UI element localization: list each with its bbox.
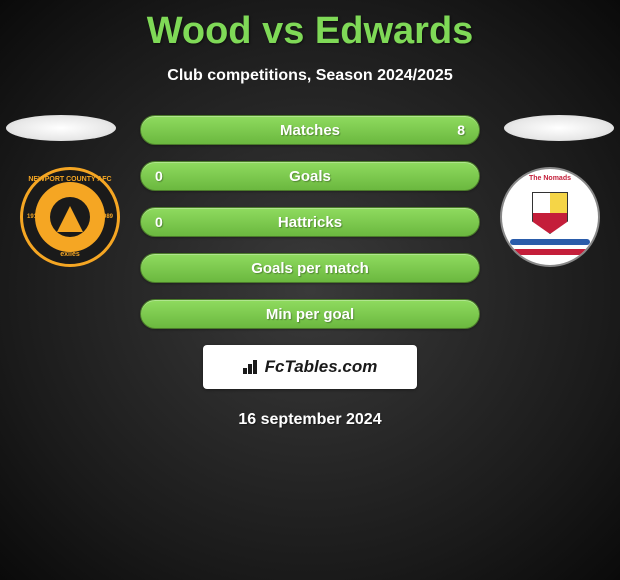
stat-rows: Matches 8 0 Goals 0 Hattricks Goals per … [140, 115, 480, 329]
bar-chart-icon [243, 360, 261, 374]
badge-left-inner-icon [35, 182, 105, 252]
player-left-ellipse [6, 115, 116, 141]
club-badge-left: NEWPORT COUNTY AFC exiles 1912 1989 [20, 167, 120, 267]
comparison-area: NEWPORT COUNTY AFC exiles 1912 1989 The … [0, 115, 620, 429]
stat-label: Goals [289, 168, 331, 185]
date-label: 16 september 2024 [0, 411, 620, 429]
stat-row-min-per-goal: Min per goal [140, 299, 480, 329]
badge-left-bottom-text: exiles [60, 251, 79, 258]
badge-right-banner: The Nomads [529, 175, 571, 182]
stat-label: Goals per match [251, 260, 369, 277]
stat-row-hattricks: 0 Hattricks [140, 207, 480, 237]
stat-label: Min per goal [266, 306, 354, 323]
stat-value-left: 0 [155, 214, 163, 230]
page-title: Wood vs Edwards [0, 0, 620, 53]
stat-value-left: 0 [155, 168, 163, 184]
badge-right-waves-icon [510, 237, 590, 257]
club-badge-right: The Nomads [500, 167, 600, 267]
source-logo[interactable]: FcTables.com [203, 345, 417, 389]
stat-value-right: 8 [457, 122, 465, 138]
stat-row-goals: 0 Goals [140, 161, 480, 191]
badge-right-shield-icon [532, 192, 568, 234]
subtitle: Club competitions, Season 2024/2025 [0, 67, 620, 85]
stat-label: Matches [280, 122, 340, 139]
logo-label: FcTables.com [265, 357, 378, 377]
stat-row-goals-per-match: Goals per match [140, 253, 480, 283]
player-right-ellipse [504, 115, 614, 141]
stat-row-matches: Matches 8 [140, 115, 480, 145]
stat-label: Hattricks [278, 214, 342, 231]
